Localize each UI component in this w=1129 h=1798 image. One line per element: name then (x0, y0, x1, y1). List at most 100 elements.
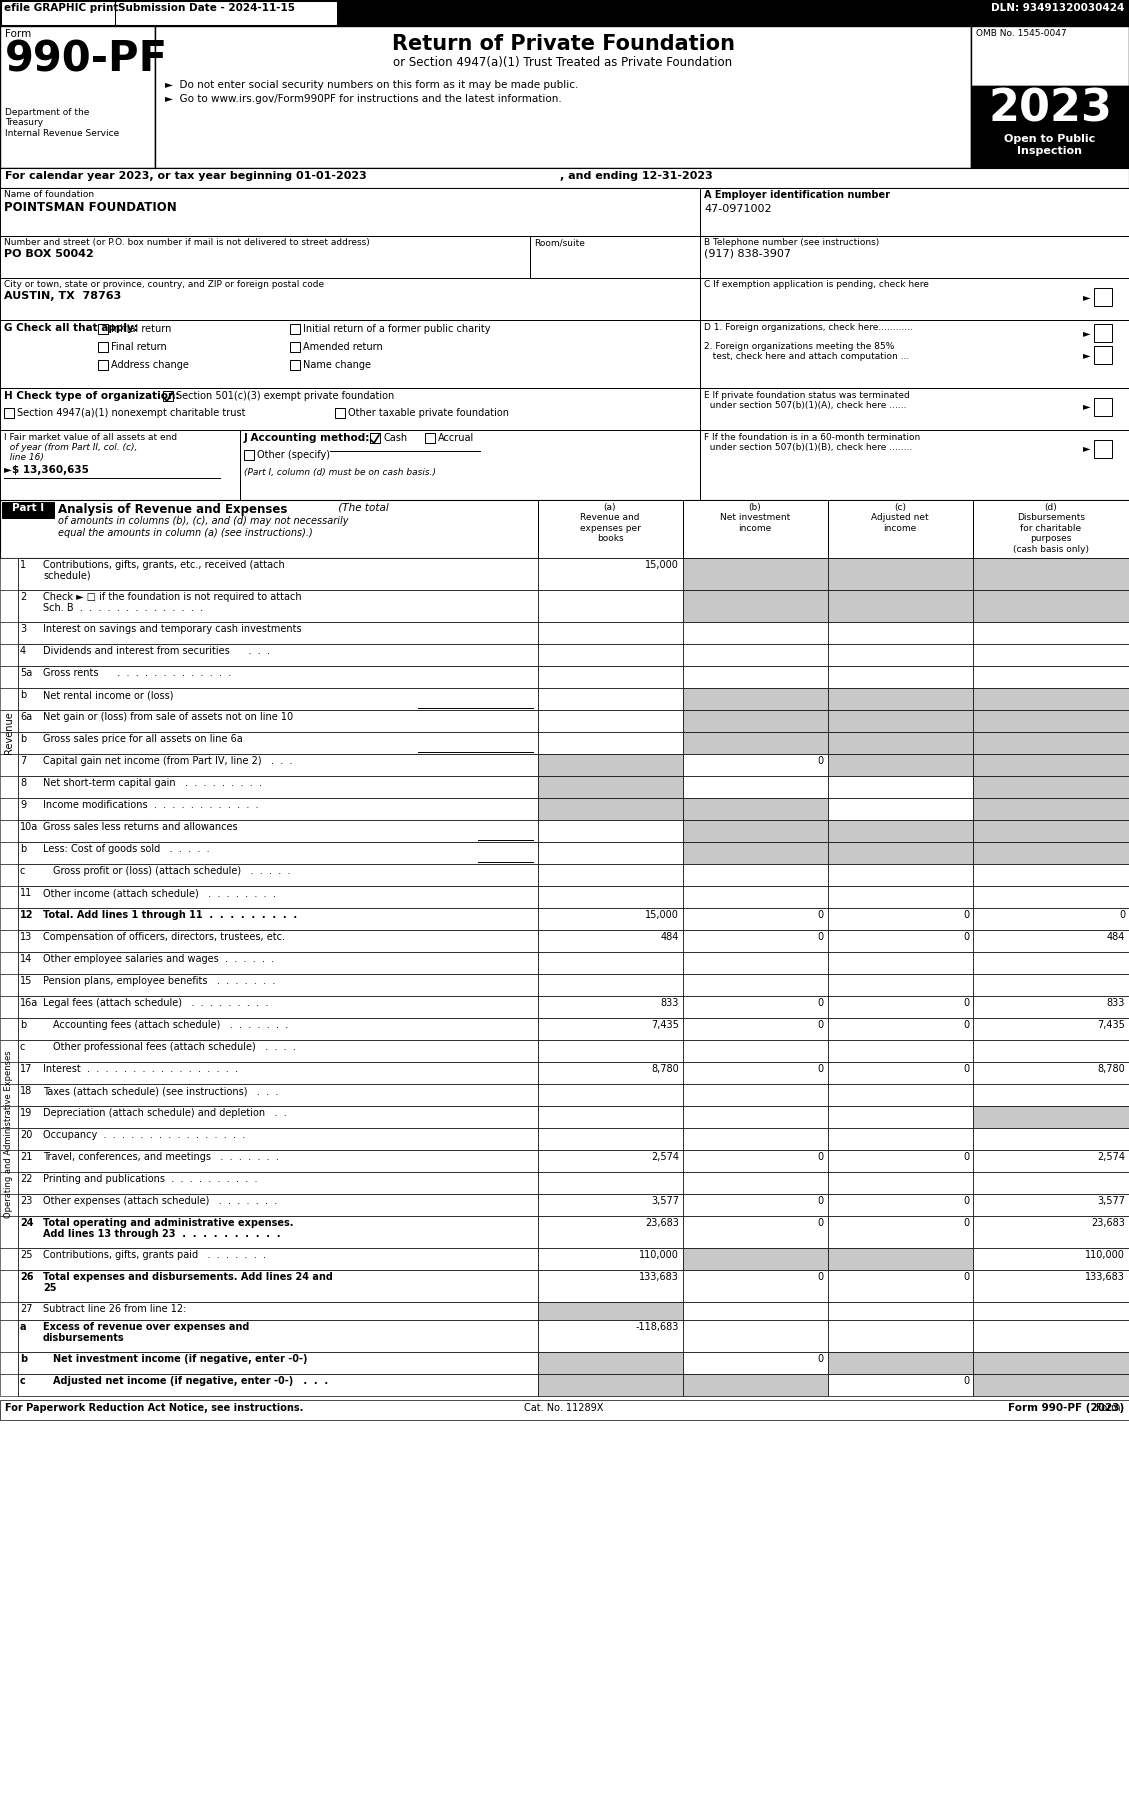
Text: Department of the
Treasury
Internal Revenue Service: Department of the Treasury Internal Reve… (5, 108, 120, 138)
Text: a: a (20, 1322, 26, 1332)
Bar (539, 1320, 683, 1352)
Bar (0, 1194, 18, 1215)
Text: 9: 9 (20, 800, 26, 811)
Bar (0, 1039, 18, 1063)
Text: Occupancy  .  .  .  .  .  .  .  .  .  .  .  .  .  .  .  .: Occupancy . . . . . . . . . . . . . . . … (43, 1129, 245, 1140)
Text: Interest on savings and temporary cash investments: Interest on savings and temporary cash i… (43, 624, 301, 635)
Bar (0, 1127, 18, 1151)
Text: 990-PF: 990-PF (5, 40, 168, 81)
Text: Final return: Final return (111, 342, 167, 352)
Text: Taxes (attach schedule) (see instructions)   .  .  .: Taxes (attach schedule) (see instruction… (43, 1086, 279, 1097)
Bar (828, 886, 973, 908)
Bar (683, 644, 828, 665)
Bar (0, 388, 700, 430)
Bar (683, 500, 828, 557)
Bar (683, 590, 828, 622)
Bar (539, 590, 683, 622)
Bar (973, 1018, 1129, 1039)
Text: 17: 17 (20, 1064, 33, 1073)
Text: Contributions, gifts, grants paid   .  .  .  .  .  .  .: Contributions, gifts, grants paid . . . … (43, 1250, 266, 1260)
Bar (0, 975, 18, 996)
Bar (0, 557, 18, 590)
Bar (0, 1269, 18, 1302)
Bar (828, 622, 973, 644)
Text: Interest  .  .  .  .  .  .  .  .  .  .  .  .  .  .  .  .  .: Interest . . . . . . . . . . . . . . . .… (43, 1064, 238, 1073)
Text: 5a: 5a (20, 669, 33, 678)
Bar (683, 1248, 828, 1269)
Text: 18: 18 (20, 1086, 33, 1097)
Text: c: c (20, 1375, 26, 1386)
Text: -118,683: -118,683 (636, 1322, 679, 1332)
Bar (335, 408, 345, 417)
Text: 0: 0 (963, 1217, 969, 1228)
Bar (539, 710, 683, 732)
Bar (539, 1127, 683, 1151)
Text: F If the foundation is in a 60-month termination: F If the foundation is in a 60-month ter… (704, 433, 920, 442)
Bar (973, 644, 1129, 665)
Bar (973, 1374, 1129, 1395)
Bar (0, 1172, 18, 1194)
Text: Room/suite: Room/suite (534, 237, 585, 246)
Bar (18, 841, 539, 865)
Text: Revenue: Revenue (5, 712, 14, 755)
Text: Name change: Name change (303, 360, 371, 370)
Bar (539, 1215, 683, 1248)
Text: 1: 1 (20, 559, 26, 570)
Bar (530, 236, 700, 279)
Bar (539, 1194, 683, 1215)
Bar (18, 622, 539, 644)
Bar (683, 1063, 828, 1084)
Text: 23: 23 (20, 1196, 33, 1206)
Bar (18, 930, 539, 951)
Bar (683, 753, 828, 777)
Bar (0, 500, 1129, 557)
Bar (0, 1018, 18, 1039)
Text: 110,000: 110,000 (639, 1250, 679, 1260)
Text: schedule): schedule) (43, 572, 90, 581)
Text: disbursements: disbursements (43, 1332, 124, 1343)
Bar (18, 1352, 539, 1374)
Bar (0, 167, 1129, 189)
Bar (973, 1063, 1129, 1084)
Bar (18, 1039, 539, 1063)
Bar (290, 360, 300, 370)
Bar (828, 865, 973, 886)
Bar (683, 1352, 828, 1374)
Bar (539, 886, 683, 908)
Text: Return of Private Foundation: Return of Private Foundation (392, 34, 735, 54)
Bar (18, 753, 539, 777)
Bar (683, 1269, 828, 1302)
Text: 8: 8 (20, 779, 26, 788)
Text: 3,577: 3,577 (651, 1196, 679, 1206)
Bar (683, 841, 828, 865)
Bar (116, 2, 336, 23)
Bar (828, 710, 973, 732)
Text: Other income (attach schedule)   .  .  .  .  .  .  .  .: Other income (attach schedule) . . . . .… (43, 888, 275, 897)
Text: Income modifications  .  .  .  .  .  .  .  .  .  .  .  .: Income modifications . . . . . . . . . .… (43, 800, 259, 811)
Bar (700, 388, 1129, 430)
Bar (290, 342, 300, 352)
Text: Total operating and administrative expenses.: Total operating and administrative expen… (43, 1217, 294, 1228)
Bar (0, 644, 18, 665)
Text: Travel, conferences, and meetings   .  .  .  .  .  .  .: Travel, conferences, and meetings . . . … (43, 1153, 279, 1162)
Text: Net gain or (loss) from sale of assets not on line 10: Net gain or (loss) from sale of assets n… (43, 712, 294, 723)
Bar (240, 430, 700, 500)
Text: Other employee salaries and wages  .  .  .  .  .  .: Other employee salaries and wages . . . … (43, 955, 274, 964)
Bar (155, 25, 971, 167)
Bar (18, 1106, 539, 1127)
Text: Form: Form (1096, 1402, 1124, 1413)
Bar (2, 2, 114, 23)
Bar (0, 820, 18, 841)
Bar (539, 500, 683, 557)
Text: 23,683: 23,683 (1091, 1217, 1124, 1228)
Text: of amounts in columns (b), (c), and (d) may not necessarily: of amounts in columns (b), (c), and (d) … (58, 516, 349, 527)
Bar (973, 1151, 1129, 1172)
Bar (0, 665, 18, 689)
Bar (828, 557, 973, 590)
Text: Form: Form (5, 29, 32, 40)
Text: line 16): line 16) (5, 453, 44, 462)
Text: Address change: Address change (111, 360, 189, 370)
Bar (971, 86, 1129, 167)
Bar (973, 777, 1129, 798)
Bar (18, 777, 539, 798)
